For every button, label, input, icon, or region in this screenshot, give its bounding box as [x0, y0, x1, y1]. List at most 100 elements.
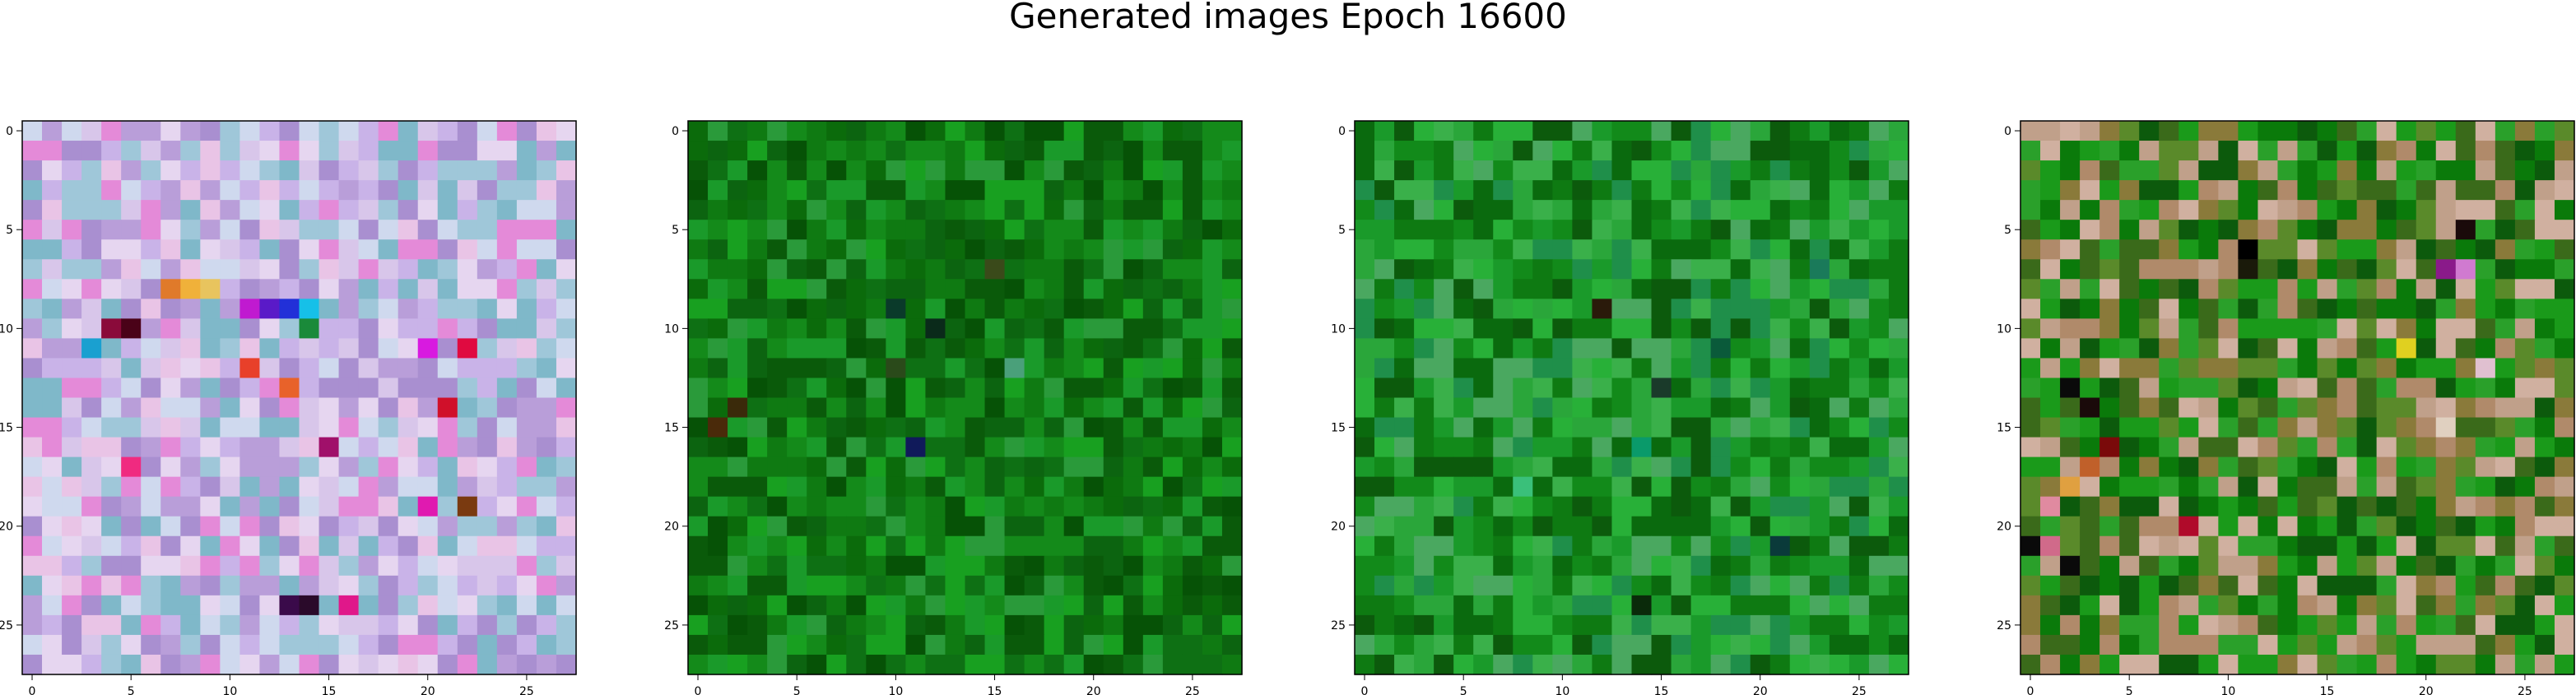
pixel-cell: [1513, 358, 1533, 379]
pixel-cell: [2257, 535, 2279, 557]
pixel-cell: [1024, 299, 1045, 319]
pixel-cell: [2376, 318, 2397, 339]
pixel-cell: [1671, 654, 1692, 675]
pixel-cell: [1631, 456, 1653, 478]
pixel-cell: [220, 595, 240, 616]
pixel-cell: [1671, 180, 1692, 201]
pixel-cell: [2218, 338, 2239, 359]
pixel-cell: [1103, 299, 1124, 319]
pixel-cell: [2040, 279, 2061, 299]
pixel-cell: [1453, 358, 1474, 379]
pixel-cell: [2356, 654, 2378, 675]
pixel-cell: [1374, 654, 1395, 675]
pixel-cell: [1221, 417, 1243, 438]
pixel-cell: [1453, 614, 1474, 636]
pixel-cell: [1414, 417, 1434, 438]
pixel-cell: [2455, 220, 2476, 240]
pixel-cell: [1394, 634, 1415, 656]
pixel-cell: [866, 121, 886, 141]
pixel-cell: [1789, 437, 1811, 458]
pixel-cell: [1730, 180, 1751, 201]
pixel-cell: [437, 437, 458, 458]
pixel-cell: [787, 279, 807, 299]
pixel-cell: [121, 279, 142, 299]
pixel-cell: [1374, 160, 1395, 181]
pixel-cell: [1473, 535, 1494, 557]
pixel-cell: [1572, 239, 1593, 260]
pixel-cell: [965, 417, 986, 438]
x-tick-label: 10: [1555, 685, 1569, 695]
pixel-cell: [1063, 180, 1085, 201]
pixel-cell: [1142, 160, 1164, 181]
pixel-cell: [437, 535, 458, 557]
pixel-cell: [1789, 141, 1811, 161]
pixel-cell: [965, 516, 986, 537]
pixel-cell: [2435, 437, 2457, 458]
pixel-cell: [378, 200, 399, 220]
pixel-cell: [141, 378, 161, 399]
pixel-cell: [1651, 338, 1672, 359]
pixel-cell: [846, 160, 867, 181]
pixel-cell: [1374, 180, 1395, 201]
pixel-cell: [1789, 180, 1811, 201]
pixel-cell: [2238, 555, 2259, 577]
pixel-cell: [1394, 397, 1415, 419]
pixel-cell: [42, 180, 63, 201]
pixel-cell: [905, 200, 927, 220]
pixel-cell: [1394, 239, 1415, 260]
pixel-cell: [866, 555, 886, 577]
pixel-cell: [1592, 358, 1613, 379]
pixel-cell: [2337, 614, 2358, 636]
pixel-cell: [259, 160, 281, 181]
pixel-cell: [101, 121, 122, 141]
pixel-cell: [2356, 614, 2378, 636]
pixel-cell: [1044, 476, 1065, 498]
pixel-cell: [556, 180, 577, 201]
pixel-cell: [2435, 555, 2457, 577]
y-tick-label: 10: [0, 322, 13, 336]
pixel-cell: [1414, 614, 1434, 636]
pixel-cell: [1513, 239, 1533, 260]
pixel-cell: [1182, 516, 1203, 537]
pixel-cell: [1572, 259, 1593, 280]
pixel-cell: [2534, 437, 2555, 458]
pixel-cell: [965, 654, 986, 675]
pixel-cell: [319, 299, 340, 319]
pixel-cell: [945, 456, 966, 478]
pixel-cell: [1710, 654, 1732, 675]
pixel-cell: [1888, 634, 1909, 656]
pixel-cell: [1453, 397, 1474, 419]
pixel-cell: [1162, 417, 1183, 438]
pixel-cell: [1355, 279, 1375, 299]
pixel-cell: [2337, 220, 2358, 240]
pixel-cell: [1690, 614, 1712, 636]
pixel-cell: [1355, 575, 1375, 596]
pixel-cell: [2257, 595, 2279, 616]
pixel-cell: [1868, 595, 1890, 616]
pixel-cell: [965, 437, 986, 458]
pixel-cell: [2040, 141, 2061, 161]
y-tick-label: 20: [1997, 521, 2011, 534]
pixel-cell: [398, 575, 419, 596]
pixel-cell: [2020, 575, 2041, 596]
pixel-cell: [925, 476, 946, 498]
pixel-cell: [1848, 595, 1870, 616]
pixel-cell: [2416, 299, 2437, 319]
pixel-cell: [2040, 318, 2061, 339]
pixel-cell: [807, 338, 827, 359]
pixel-cell: [1710, 397, 1732, 419]
pixel-cell: [1848, 575, 1870, 596]
pixel-cell: [2337, 496, 2358, 517]
pixel-cell: [1809, 535, 1830, 557]
pixel-cell: [2218, 220, 2239, 240]
pixel-cell: [141, 595, 161, 616]
pixel-cell: [1374, 259, 1395, 280]
pixel-cell: [1024, 220, 1045, 240]
pixel-cell: [2218, 397, 2239, 419]
pixel-cell: [556, 141, 577, 161]
pixel-cell: [2396, 200, 2417, 220]
pixel-cell: [2277, 614, 2299, 636]
pixel-cell: [2455, 160, 2476, 181]
pixel-cell: [2416, 160, 2437, 181]
pixel-cell: [1103, 417, 1124, 438]
